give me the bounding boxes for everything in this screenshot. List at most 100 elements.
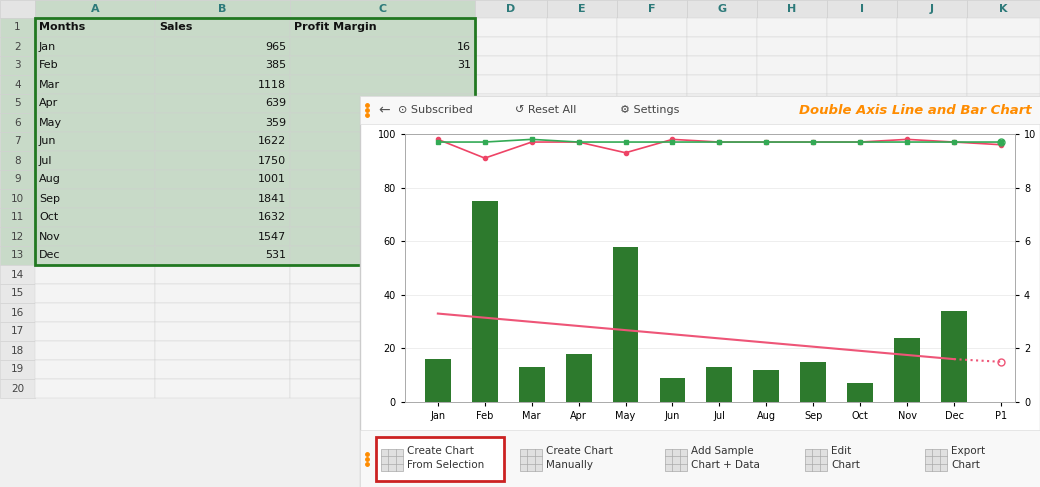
Text: Create Chart: Create Chart <box>407 446 474 456</box>
Bar <box>687 360 757 379</box>
Bar <box>155 170 290 189</box>
Bar <box>475 208 547 227</box>
Bar <box>827 170 896 189</box>
Bar <box>896 0 967 18</box>
Bar <box>757 0 827 18</box>
Bar <box>967 208 1040 227</box>
Bar <box>547 360 617 379</box>
Bar <box>896 189 967 208</box>
Bar <box>35 284 155 303</box>
Bar <box>827 151 896 170</box>
Text: 14: 14 <box>10 269 24 280</box>
Bar <box>475 18 547 37</box>
Bar <box>547 246 617 265</box>
Text: 531: 531 <box>265 250 286 261</box>
Bar <box>753 370 779 402</box>
Text: E: E <box>578 4 586 14</box>
Bar <box>155 360 290 379</box>
Bar <box>290 322 475 341</box>
Bar <box>519 367 545 402</box>
Bar <box>687 227 757 246</box>
Bar <box>617 0 687 18</box>
Bar <box>155 322 290 341</box>
Text: 8: 8 <box>15 155 21 166</box>
Text: 16: 16 <box>457 41 471 52</box>
Text: Create Chart: Create Chart <box>546 446 613 456</box>
Text: Months: Months <box>40 22 85 33</box>
Bar <box>0 360 35 379</box>
Bar <box>827 360 896 379</box>
Bar <box>290 18 475 37</box>
Bar <box>475 360 547 379</box>
Bar <box>35 227 155 246</box>
Text: 18: 18 <box>10 345 24 356</box>
Bar <box>0 265 35 284</box>
Bar <box>475 379 547 398</box>
Bar <box>827 322 896 341</box>
Bar <box>896 18 967 37</box>
Bar <box>757 303 827 322</box>
Bar <box>0 0 35 18</box>
Bar <box>665 449 687 471</box>
Bar <box>827 18 896 37</box>
Text: Apr: Apr <box>40 98 58 109</box>
Text: 1: 1 <box>15 22 21 33</box>
Bar <box>475 303 547 322</box>
Bar <box>967 379 1040 398</box>
Bar <box>35 360 155 379</box>
Text: 4: 4 <box>15 79 21 90</box>
Bar <box>967 18 1040 37</box>
Bar <box>475 189 547 208</box>
Bar <box>757 94 827 113</box>
Bar <box>967 37 1040 56</box>
Text: 16: 16 <box>10 307 24 318</box>
Bar <box>617 94 687 113</box>
Bar <box>896 246 967 265</box>
Bar <box>687 56 757 75</box>
Bar <box>827 37 896 56</box>
Bar <box>155 208 290 227</box>
Bar <box>290 227 475 246</box>
Bar <box>687 265 757 284</box>
Bar <box>0 208 35 227</box>
Bar <box>967 94 1040 113</box>
Bar <box>35 75 155 94</box>
Bar <box>896 94 967 113</box>
Text: 9: 9 <box>15 174 21 185</box>
Text: Sep: Sep <box>40 193 60 204</box>
Bar <box>687 0 757 18</box>
Bar <box>687 189 757 208</box>
Bar <box>757 265 827 284</box>
Text: 639: 639 <box>265 98 286 109</box>
Bar <box>472 201 498 402</box>
Text: ←: ← <box>378 103 390 117</box>
Bar <box>155 18 290 37</box>
Text: Jan: Jan <box>40 41 56 52</box>
Bar <box>547 265 617 284</box>
Bar <box>360 430 1040 487</box>
Bar <box>617 341 687 360</box>
Bar <box>827 303 896 322</box>
Bar <box>617 18 687 37</box>
Bar <box>896 379 967 398</box>
Bar <box>290 189 475 208</box>
Text: 20: 20 <box>11 383 24 393</box>
Bar <box>475 132 547 151</box>
Text: 1547: 1547 <box>258 231 286 242</box>
Bar <box>896 56 967 75</box>
Text: 31: 31 <box>457 60 471 71</box>
Bar <box>827 284 896 303</box>
Bar <box>827 379 896 398</box>
Bar <box>687 284 757 303</box>
Bar <box>290 132 475 151</box>
Bar <box>155 379 290 398</box>
Bar <box>0 170 35 189</box>
Text: A: A <box>90 4 99 14</box>
Text: 2: 2 <box>15 41 21 52</box>
Bar <box>967 246 1040 265</box>
Text: 1841: 1841 <box>258 193 286 204</box>
Bar <box>967 113 1040 132</box>
Bar <box>687 379 757 398</box>
Bar <box>0 18 35 37</box>
Bar <box>475 37 547 56</box>
